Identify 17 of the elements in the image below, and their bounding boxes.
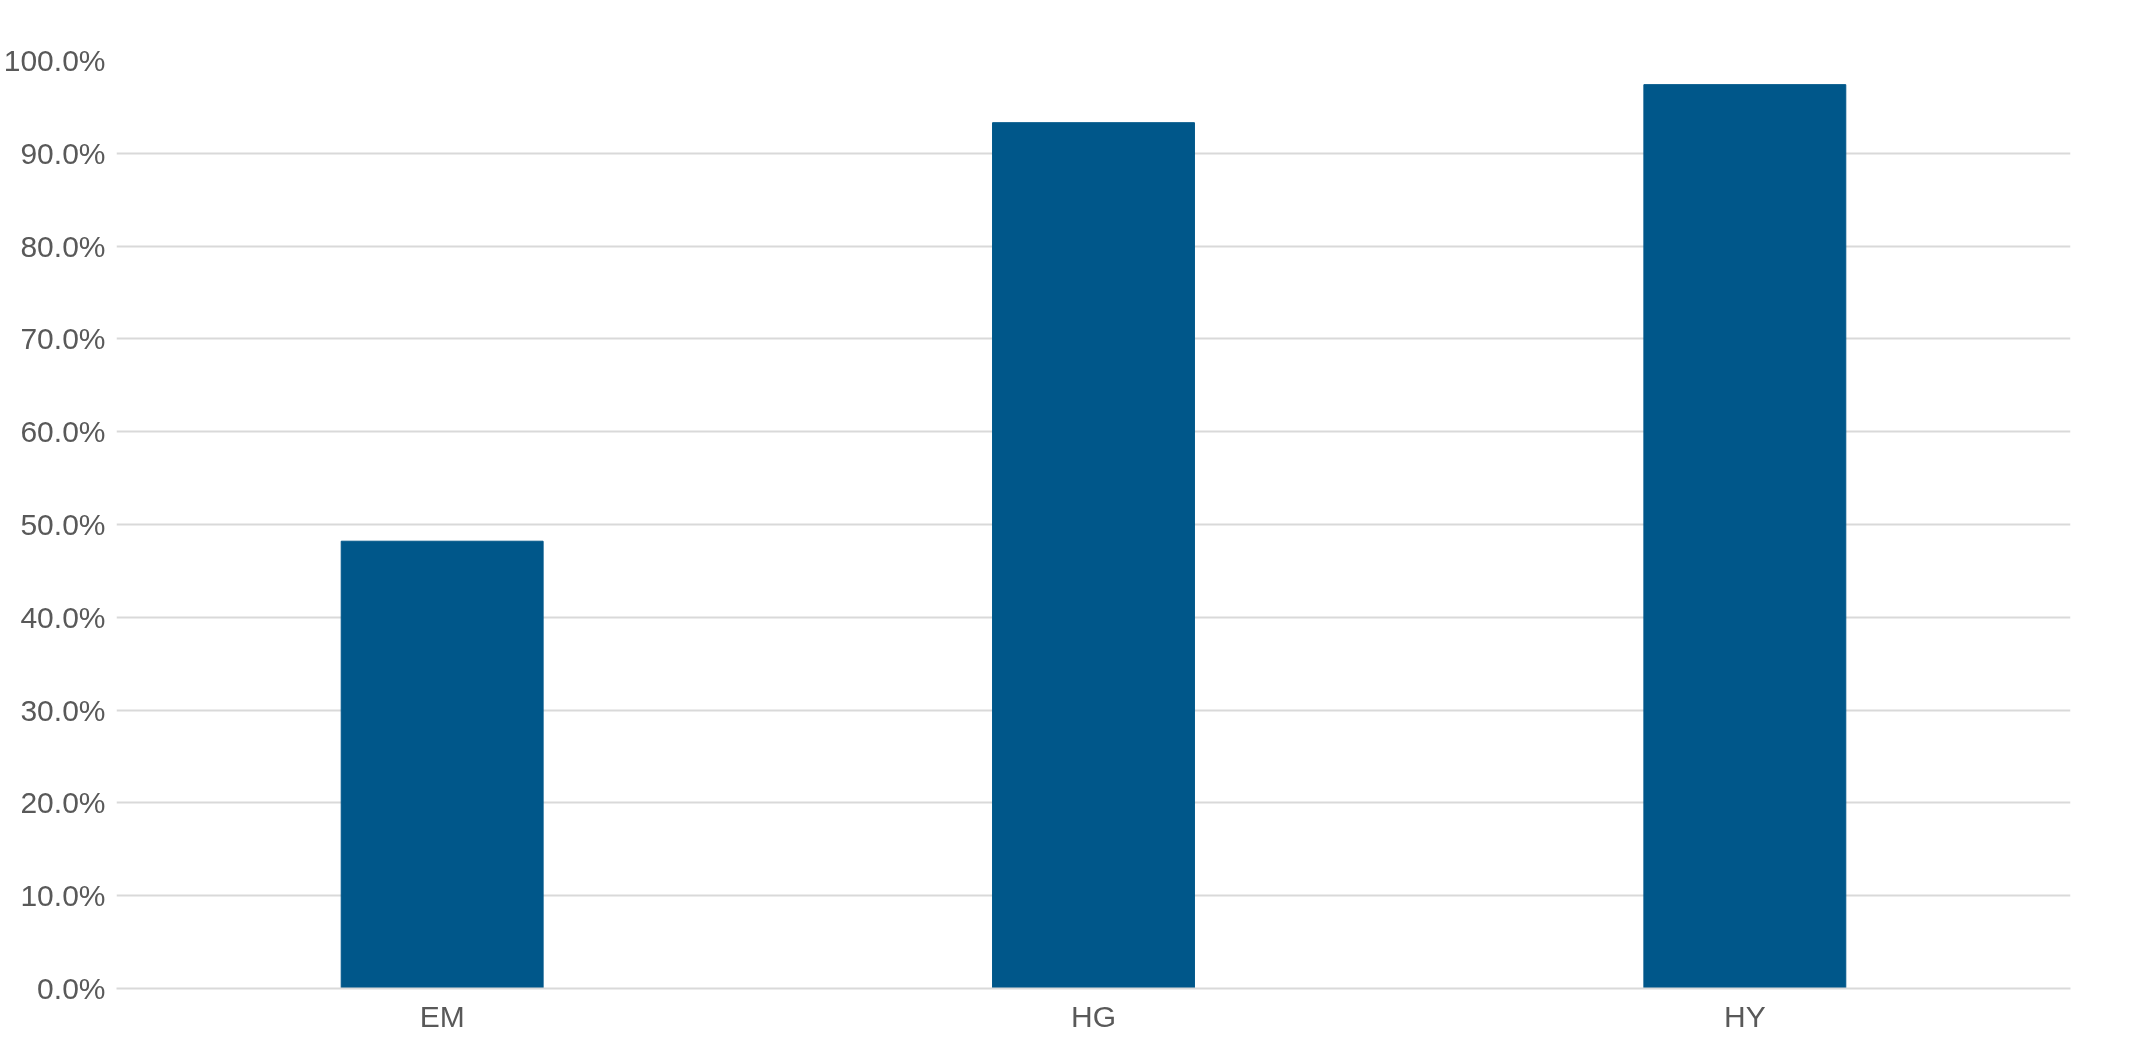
x-tick-label: EM (419, 999, 465, 1033)
y-tick-label: 30.0% (20, 693, 106, 727)
y-tick-label: 100.0% (3, 44, 106, 77)
y-tick-label: 40.0% (20, 600, 106, 634)
bar (992, 122, 1195, 989)
x-tick-label: HG (1071, 999, 1116, 1033)
bar (340, 540, 544, 989)
bar (1643, 84, 1847, 989)
y-tick-label: 20.0% (20, 786, 106, 820)
x-tick-label: HY (1724, 999, 1766, 1033)
y-tick-label: 50.0% (20, 508, 106, 541)
y-tick-label: 70.0% (20, 322, 106, 356)
y-tick-label: 60.0% (20, 415, 106, 449)
y-tick-label: 10.0% (20, 879, 106, 913)
y-tick-label: 80.0% (20, 229, 106, 263)
y-tick-label: 0.0% (37, 972, 106, 1005)
y-tick-label: 90.0% (20, 136, 106, 170)
